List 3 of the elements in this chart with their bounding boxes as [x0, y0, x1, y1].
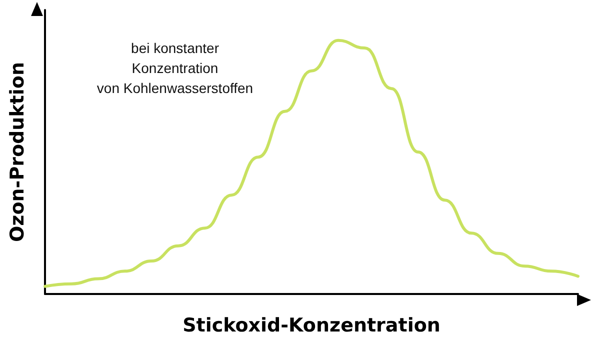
y-axis-title: Ozon-Produktion [6, 62, 28, 242]
x-axis-title: Stickoxid-Konzentration [182, 314, 440, 336]
annotation: bei konstanter Konzentration von Kohlenwasserstoffen [96, 40, 254, 96]
